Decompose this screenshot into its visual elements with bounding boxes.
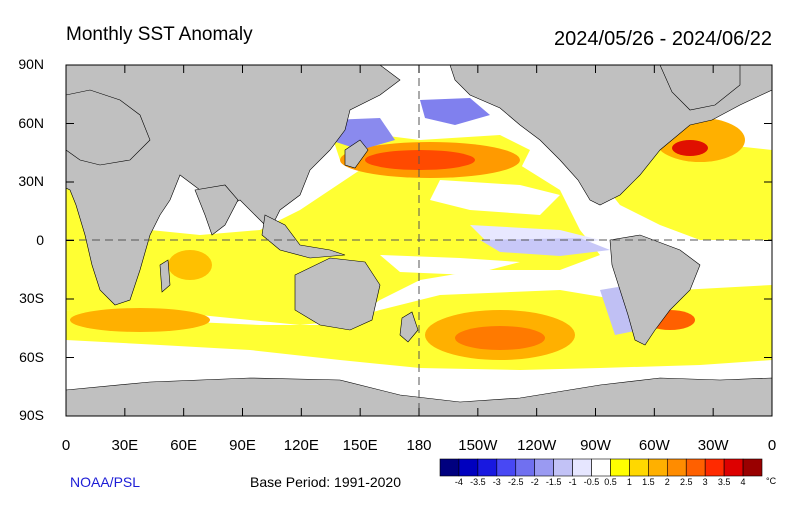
colorbar-swatch [439, 458, 460, 477]
latitude-label: 60N [18, 114, 44, 131]
latitude-label: 90S [19, 407, 44, 423]
colorbar-swatch [496, 458, 517, 477]
colorbar-swatch [666, 458, 687, 477]
colorbar-tick-label: 4 [740, 477, 746, 487]
colorbar-swatch [477, 458, 498, 477]
longitude-label: 150E [342, 437, 378, 454]
latitude-label: 0 [36, 231, 44, 248]
colorbar-tick-label: 2.5 [679, 477, 693, 487]
colorbar-tick-label: -4 [454, 477, 463, 487]
colorbar-tick-label: 1 [626, 477, 632, 487]
colorbar-swatch [629, 458, 649, 477]
colorbar-tick-label: -1.5 [545, 477, 562, 487]
base-period-label: Base Period: 1991-2020 [250, 474, 401, 490]
longitude-label: 120E [283, 437, 319, 454]
date-range: 2024/05/26 - 2024/06/22 [554, 28, 772, 50]
colorbar-tick-label: 3 [702, 477, 708, 487]
land-masses [66, 65, 772, 416]
longitude-label: 60E [170, 437, 198, 454]
colorbar-swatch [591, 458, 611, 477]
colorbar-tick-label: 0.5 [604, 477, 617, 487]
colorbar-swatch [572, 458, 592, 477]
colorbar-unit: °C [766, 476, 777, 486]
colorbar-swatch [742, 458, 763, 477]
colorbar-tick-label: 2 [664, 477, 670, 487]
credit-label: NOAA/PSL [70, 474, 141, 490]
colorbar-swatch [704, 458, 725, 477]
colorbar-tick-label: -2 [530, 477, 539, 487]
longitude-label: 90E [229, 437, 256, 454]
longitude-label: 60W [638, 437, 670, 454]
latitude-label: 30S [19, 290, 44, 306]
colorbar-tick-label: -1 [568, 477, 577, 487]
colorbar-tick-label: -3.5 [470, 477, 486, 487]
colorbar-tick-label: -3 [492, 477, 501, 487]
longitude-label: 0 [767, 437, 777, 454]
colorbar [439, 458, 763, 477]
colorbar-swatch [515, 458, 536, 477]
colorbar-swatch [648, 458, 668, 477]
colorbar-swatch [685, 458, 706, 477]
colorbar-swatch [610, 458, 630, 477]
longitude-label: 150W [458, 437, 498, 454]
latitude-label: 90N [18, 56, 44, 72]
longitude-label: 120W [517, 437, 557, 454]
map-title: Monthly SST Anomaly [66, 24, 253, 45]
colorbar-tick-label: 1.5 [642, 477, 655, 487]
latitude-label: 30N [18, 173, 44, 189]
colorbar-tick-label: 3.5 [717, 477, 731, 487]
longitude-label: 30W [697, 437, 729, 454]
colorbar-swatch [458, 458, 479, 477]
hot-anomaly-regions [70, 110, 745, 360]
longitude-label: 90W [580, 437, 611, 454]
colorbar-swatch [723, 458, 744, 477]
axis-ticks [65, 64, 773, 417]
latitude-label: 60S [19, 348, 44, 365]
colorbar-swatch [553, 458, 573, 477]
colorbar-tick-label: -0.5 [583, 477, 600, 487]
longitude-label: 30E [111, 437, 139, 454]
colorbar-swatch [534, 458, 554, 477]
longitude-label: 0 [61, 437, 71, 454]
colorbar-tick-label: -2.5 [507, 477, 524, 487]
longitude-label: 180 [406, 437, 432, 454]
